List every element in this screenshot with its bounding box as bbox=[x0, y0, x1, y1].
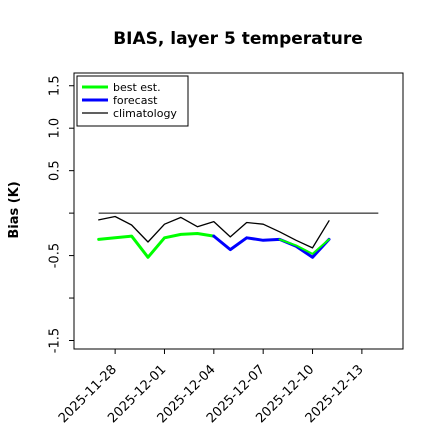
legend-label: forecast bbox=[113, 94, 158, 107]
series-line-climatology bbox=[98, 215, 330, 249]
y-tick-label: -0.5 bbox=[48, 243, 63, 268]
legend-label: climatology bbox=[113, 107, 177, 120]
series-line-forecast bbox=[212, 234, 331, 259]
series-line-extra-2 bbox=[278, 238, 330, 255]
y-tick-label: -1.5 bbox=[48, 328, 63, 353]
series-line-best-est- bbox=[97, 232, 216, 259]
legend-label: best est. bbox=[113, 81, 161, 94]
y-tick-label: 1.5 bbox=[48, 75, 63, 96]
legend-box bbox=[76, 75, 189, 127]
plot-area: -1.5-0.50.51.01.52025-11-282025-12-01202… bbox=[48, 75, 379, 426]
plot-frame bbox=[73, 72, 404, 350]
y-tick-label: 1.0 bbox=[48, 118, 63, 139]
y-axis-label: Bias (K) bbox=[7, 181, 22, 238]
y-tick-label: 0.5 bbox=[48, 160, 63, 181]
chart-title: BIAS, layer 5 temperature bbox=[113, 29, 363, 49]
